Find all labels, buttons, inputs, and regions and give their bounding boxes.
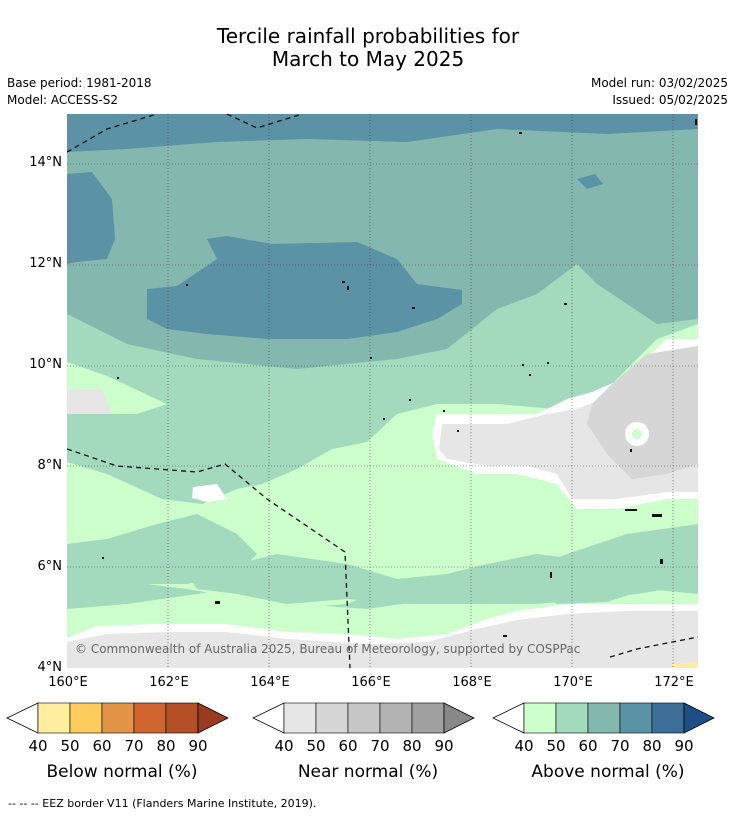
lon-label: 160°E	[48, 675, 88, 690]
copyright-notice: © Commonwealth of Australia 2025, Bureau…	[75, 642, 581, 656]
chart-title-line2: March to May 2025	[271, 47, 465, 71]
colorbar-tick-label: 90	[434, 737, 454, 755]
near-normal-center	[632, 429, 642, 439]
colorbar-extend-low	[252, 702, 285, 734]
region-above-70-north	[67, 114, 698, 152]
colorbar-tick-label: 80	[402, 737, 422, 755]
lat-label: 10°N	[29, 357, 62, 372]
colorbar-segment	[411, 702, 445, 734]
colorbar-tick-label: 90	[188, 737, 208, 755]
lat-label: 12°N	[29, 256, 62, 271]
colorbar-title-below: Below normal (%)	[46, 762, 198, 782]
lat-label: 14°N	[29, 155, 62, 170]
lon-label: 170°E	[553, 675, 593, 690]
colorbar-segment	[37, 702, 71, 734]
colorbar-title-near: Near normal (%)	[297, 762, 439, 782]
region-above-50-patch	[67, 514, 257, 584]
colorbar-extend-high	[197, 702, 229, 734]
near-normal-west-patch	[67, 389, 112, 414]
colorbar-tick-label: 90	[674, 737, 694, 755]
lat-label: 6°N	[37, 559, 63, 574]
colorbar-below-normal	[6, 702, 229, 734]
chart-title-line1: Tercile rainfall probabilities for	[216, 24, 520, 48]
colorbar-segment	[69, 702, 103, 734]
colorbar-tick-label: 60	[338, 737, 358, 755]
lat-label: 8°N	[37, 458, 63, 473]
colorbar-tick-label: 80	[156, 737, 176, 755]
colorbar-segment	[165, 702, 199, 734]
lon-label: 162°E	[149, 675, 189, 690]
colorbar-extend-low	[6, 702, 39, 734]
eez-footnote: -- -- -- EEZ border V11 (Flanders Marine…	[8, 797, 317, 810]
lat-label: 4°N	[37, 660, 63, 675]
gridlines	[67, 114, 698, 668]
colorbar-tick-label: 50	[546, 737, 566, 755]
colorbar-segment	[101, 702, 135, 734]
colorbar-tick-label: 40	[274, 737, 294, 755]
colorbar-tick-label: 70	[370, 737, 390, 755]
region-above-70-central	[147, 236, 462, 339]
below-normal-corner	[672, 662, 698, 668]
lon-label: 166°E	[351, 675, 391, 690]
colorbar-title-above: Above normal (%)	[531, 762, 685, 782]
colorbar-tick-label: 40	[28, 737, 48, 755]
colorbar-segment	[133, 702, 167, 734]
colorbar-tick-label: 70	[124, 737, 144, 755]
issued-label: Issued: 05/02/2025	[612, 93, 728, 107]
colorbar-extend-low	[492, 702, 525, 734]
colorbar-segment	[523, 702, 557, 734]
colorbar-segment	[315, 702, 349, 734]
colorbar-segment	[587, 702, 621, 734]
colorbar-above-normal	[492, 702, 715, 734]
colorbar-tick-label: 40	[514, 737, 534, 755]
region-near-50-east	[587, 346, 698, 479]
colorbar-extend-high	[443, 702, 475, 734]
region-near-40-south	[67, 611, 698, 668]
colorbar-tick-label: 80	[642, 737, 662, 755]
colorbar-tick-label: 60	[578, 737, 598, 755]
region-above-50-band	[187, 544, 698, 604]
islands	[102, 119, 697, 637]
base-period-label: Base period: 1981-2018	[7, 76, 152, 90]
colorbar-tick-label: 60	[92, 737, 112, 755]
colorbar-segment	[379, 702, 413, 734]
no-dominant-patch	[192, 484, 227, 502]
colorbar-segment	[283, 702, 317, 734]
colorbar-near-normal	[252, 702, 475, 734]
model-label: Model: ACCESS-S2	[7, 93, 119, 107]
lon-label: 172°E	[654, 675, 694, 690]
lon-label: 164°E	[250, 675, 290, 690]
eez-borders	[67, 114, 698, 668]
lon-label: 168°E	[452, 675, 492, 690]
model-run-label: Model run: 03/02/2025	[590, 76, 728, 90]
region-above-70-west	[67, 172, 115, 264]
colorbar-tick-label: 70	[610, 737, 630, 755]
colorbar-segment	[555, 702, 589, 734]
colorbar-segment	[619, 702, 653, 734]
probability-map	[67, 114, 698, 668]
colorbar-extend-high	[683, 702, 715, 734]
colorbar-tick-label: 50	[60, 737, 80, 755]
region-above-70-islet	[577, 174, 603, 189]
colorbar-segment	[651, 702, 685, 734]
colorbar-segment	[347, 702, 381, 734]
colorbar-tick-label: 50	[306, 737, 326, 755]
